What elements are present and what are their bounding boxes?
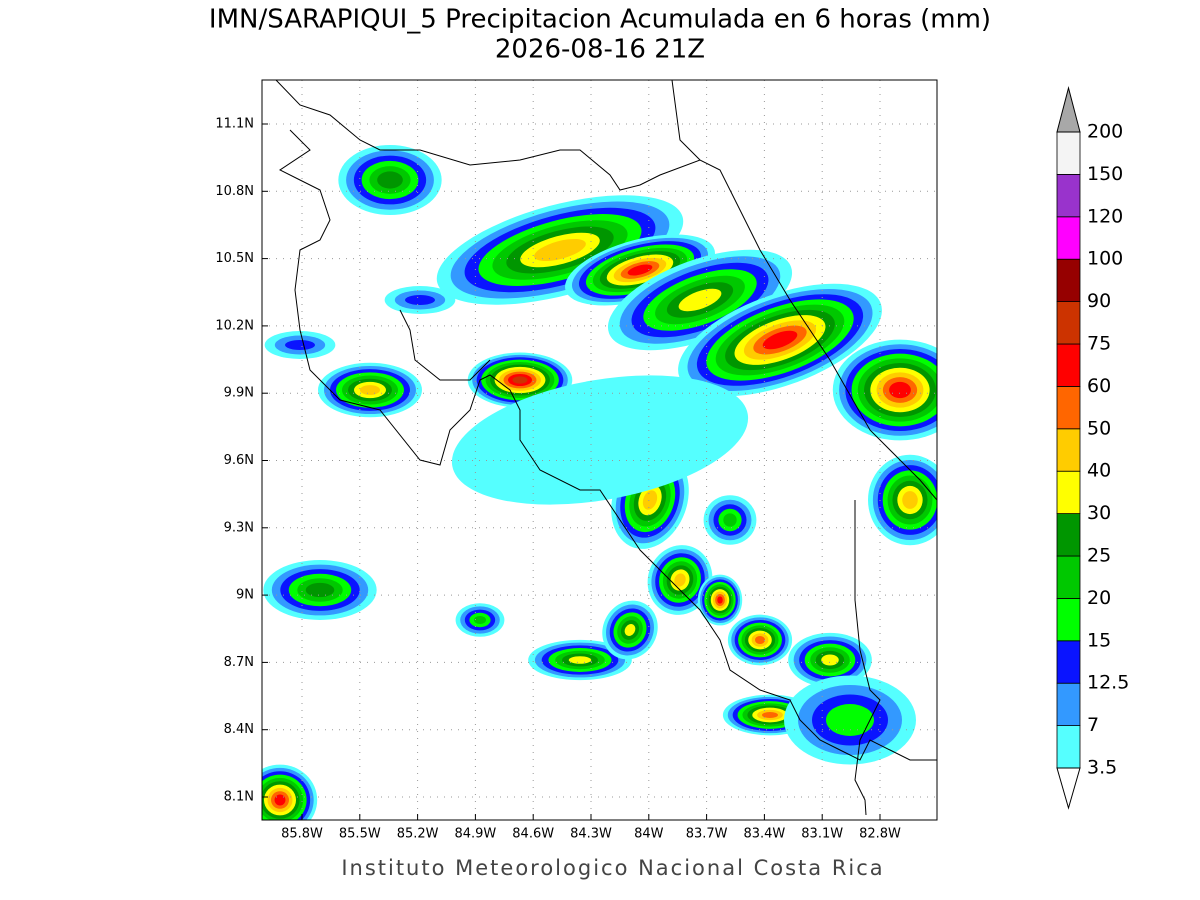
colorbar-box <box>1056 428 1081 472</box>
lon-label: 82.8W <box>859 827 901 842</box>
colorbar-label: 30 <box>1087 502 1111 524</box>
lat-label: 9.3N <box>224 520 254 535</box>
colorbar-box <box>1056 598 1081 642</box>
colorbar-box <box>1056 513 1081 557</box>
lon-label: 85.2W <box>397 827 439 842</box>
lat-label: 10.2N <box>215 318 254 333</box>
precip-contour <box>755 636 765 644</box>
precip-contour <box>723 513 737 527</box>
colorbar-label: 60 <box>1087 375 1111 397</box>
colorbar-label: 40 <box>1087 460 1111 482</box>
colorbar-label: 200 <box>1087 121 1123 143</box>
colorbar-label: 75 <box>1087 333 1111 355</box>
lon-label: 83.7W <box>686 827 728 842</box>
colorbar-label: 3.5 <box>1087 757 1117 779</box>
precip-contour <box>534 238 586 262</box>
lat-label: 8.7N <box>224 655 254 670</box>
lon-label: 83.4W <box>743 827 785 842</box>
colorbar-box <box>1056 258 1081 303</box>
lat-label: 9N <box>236 588 254 603</box>
precip-contour <box>512 376 528 384</box>
colorbar-box <box>1056 555 1081 599</box>
coastline <box>854 500 881 816</box>
precip-contour <box>889 381 911 399</box>
precip-contour <box>360 385 380 395</box>
precip-contour <box>762 330 798 350</box>
colorbar-label: 12.5 <box>1087 672 1129 694</box>
colorbar-box <box>1056 131 1081 175</box>
lon-label: 84.6W <box>512 827 554 842</box>
lon-label: 85.8W <box>281 827 323 842</box>
precip-contour <box>678 288 722 312</box>
precip-contour <box>642 490 658 510</box>
map-frame <box>261 79 938 821</box>
colorbar-box <box>1056 173 1081 218</box>
coastlines <box>275 80 937 816</box>
precip-contour <box>377 171 403 189</box>
grid: 11.1N 10.8N 10.5N 10.2N 9.9N 9.6N 9.3N 9N 8.7N 8.… <box>215 80 937 842</box>
precip-contour <box>285 340 315 350</box>
precip-contour <box>826 704 874 736</box>
coastline <box>279 129 937 761</box>
precip-contour <box>902 491 918 509</box>
lat-label: 10.8N <box>215 184 254 199</box>
lon-label: 83.1W <box>801 827 843 842</box>
colorbar-under <box>1056 767 1081 810</box>
lon-label: 84.3W <box>570 827 612 842</box>
colorbar-box <box>1056 216 1081 260</box>
colorbar-label: 7 <box>1087 714 1099 736</box>
colorbar: 3.5 7 12.5 15 20 25 30 40 50 60 75 90 100 120 150 200 <box>1056 86 1129 810</box>
precip-contour <box>624 624 636 636</box>
colorbar-over <box>1056 86 1081 133</box>
colorbar-box <box>1056 343 1081 387</box>
coastline <box>275 80 937 501</box>
lon-label: 84W <box>634 827 664 842</box>
lat-label: 9.6N <box>224 453 254 468</box>
colorbar-label: 100 <box>1087 248 1123 270</box>
colorbar-label: 50 <box>1087 417 1111 439</box>
colorbar-box <box>1056 385 1081 430</box>
colorbar-label: 25 <box>1087 545 1111 567</box>
colorbar-box <box>1056 301 1081 345</box>
colorbar-box <box>1056 682 1081 727</box>
colorbar-box <box>1056 640 1081 684</box>
coastline <box>671 80 701 161</box>
lat-label: 10.5N <box>215 251 254 266</box>
precip-contour <box>474 616 486 624</box>
precip-contour <box>717 596 723 604</box>
colorbar-box <box>1056 725 1081 769</box>
colorbar-label: 150 <box>1087 163 1123 185</box>
lat-label: 11.1N <box>215 117 254 132</box>
colorbar-label: 20 <box>1087 587 1111 609</box>
colorbar-box <box>1056 470 1081 515</box>
precip-field <box>262 145 937 820</box>
coastline <box>399 309 491 381</box>
precip-contour <box>762 712 778 718</box>
footer-credit: Instituto Meteorologico Nacional Costa R… <box>341 856 884 880</box>
precip-contour <box>274 794 286 806</box>
colorbar-label: 90 <box>1087 290 1111 312</box>
precip-contour <box>305 582 335 598</box>
lat-label: 8.4N <box>224 722 254 737</box>
precip-contour <box>674 573 686 587</box>
precip-contour <box>451 375 749 505</box>
title: IMN/SARAPIQUI_5 Precipitacion Acumulada … <box>209 5 991 35</box>
lon-label: 85.5W <box>339 827 381 842</box>
colorbar-label: 15 <box>1087 629 1111 651</box>
precip-contour <box>568 656 592 664</box>
precip-contour <box>821 654 839 666</box>
lat-label: 9.9N <box>224 386 254 401</box>
colorbar-label: 120 <box>1087 205 1123 227</box>
precip-contour <box>405 295 435 305</box>
subtitle: 2026-08-16 21Z <box>495 35 705 65</box>
lon-label: 84.9W <box>454 827 496 842</box>
precip-contour <box>627 264 653 276</box>
lat-label: 8.1N <box>224 790 254 805</box>
